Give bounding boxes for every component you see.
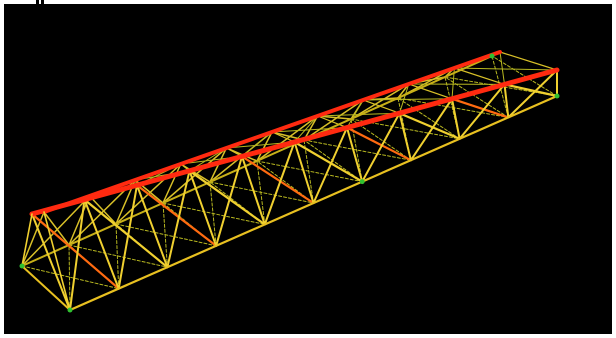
near-web-diagonal bbox=[166, 169, 191, 269]
near-web-vertical bbox=[398, 112, 412, 162]
top-strut bbox=[362, 99, 401, 114]
near-web-diagonal bbox=[458, 83, 506, 140]
end-portal-diagonal bbox=[43, 211, 71, 311]
near-web-diagonal bbox=[30, 212, 120, 290]
support-node bbox=[554, 93, 560, 99]
near-web-diagonal bbox=[117, 184, 138, 290]
support-node bbox=[359, 179, 365, 185]
top-lateral-bracing bbox=[346, 99, 364, 129]
near-web-vertical bbox=[503, 83, 510, 119]
far-web-diagonal bbox=[316, 115, 352, 120]
corner-tick bbox=[36, 0, 39, 4]
near-web-vertical bbox=[136, 184, 169, 269]
near-web-diagonal bbox=[240, 155, 315, 205]
near-web-vertical bbox=[188, 169, 218, 247]
support-node bbox=[67, 307, 73, 313]
top-strut bbox=[271, 131, 296, 143]
near-top-chord bbox=[29, 67, 560, 217]
bottom-lateral-bracing bbox=[162, 202, 266, 225]
far-web-diagonal bbox=[21, 195, 91, 267]
end-portal-top bbox=[30, 210, 46, 216]
far-bottom-chord bbox=[21, 55, 493, 267]
bottom-lateral-bracing bbox=[21, 265, 120, 290]
corner-tick bbox=[41, 0, 44, 4]
near-web-diagonal bbox=[83, 198, 169, 269]
near-web-vertical bbox=[83, 198, 120, 290]
far-web-diagonal bbox=[180, 163, 211, 183]
bottom-lateral-bracing bbox=[68, 244, 168, 268]
near-web-diagonal bbox=[507, 69, 558, 119]
near-web-diagonal bbox=[69, 198, 86, 311]
corner-mark bbox=[0, 0, 48, 6]
bottom-lateral-bracing bbox=[209, 181, 314, 204]
near-web-diagonal bbox=[135, 184, 218, 247]
floor-beam bbox=[491, 55, 558, 97]
far-web-diagonal bbox=[350, 83, 410, 120]
far-web-diagonal bbox=[43, 211, 70, 246]
end-portal-diagonal bbox=[21, 213, 33, 267]
bottom-lateral-bracing bbox=[303, 139, 412, 161]
top-lateral-bracing bbox=[362, 98, 453, 101]
support-node bbox=[19, 263, 25, 269]
support-node bbox=[489, 53, 495, 59]
bottom-lateral-bracing bbox=[115, 223, 217, 247]
near-web-diagonal bbox=[188, 169, 266, 226]
far-web-vertical bbox=[303, 115, 319, 141]
top-lateral-bracing bbox=[241, 131, 273, 157]
near-web-vertical bbox=[451, 97, 461, 140]
near-bottom-chord bbox=[68, 94, 559, 312]
top-strut bbox=[499, 51, 558, 71]
near-web-vertical bbox=[346, 126, 364, 183]
near-web-diagonal bbox=[398, 112, 461, 140]
top-lateral-bracing bbox=[271, 127, 348, 133]
near-web-diagonal bbox=[361, 112, 401, 183]
far-web-diagonal bbox=[303, 99, 364, 141]
end-portal-bottom bbox=[21, 265, 71, 311]
near-web-vertical bbox=[241, 155, 266, 226]
top-lateral-bracing bbox=[399, 83, 410, 114]
near-web-vertical bbox=[31, 213, 71, 311]
top-lateral-bracing bbox=[294, 115, 319, 143]
top-strut bbox=[317, 115, 348, 129]
truss-bridge-wireframe bbox=[19, 50, 560, 313]
far-web-vertical bbox=[162, 163, 182, 204]
top-lateral-bracing bbox=[499, 51, 505, 85]
near-web-vertical bbox=[293, 141, 315, 204]
top-strut bbox=[453, 67, 506, 86]
top-strut bbox=[408, 83, 453, 100]
far-web-diagonal bbox=[88, 195, 117, 225]
near-web-diagonal bbox=[293, 140, 364, 183]
near-web-diagonal bbox=[215, 155, 243, 247]
near-web-diagonal bbox=[345, 126, 412, 162]
floor-beam bbox=[397, 97, 461, 140]
far-web-vertical bbox=[256, 131, 273, 162]
near-web-diagonal bbox=[450, 97, 510, 119]
bottom-lateral-bracing bbox=[68, 244, 71, 311]
near-web-diagonal bbox=[409, 97, 453, 162]
far-top-chord bbox=[42, 50, 502, 214]
near-web-diagonal bbox=[263, 141, 296, 226]
near-web-diagonal bbox=[503, 83, 559, 98]
bottom-lateral-bracing bbox=[115, 223, 120, 290]
near-web-diagonal bbox=[312, 126, 348, 204]
top-lateral-bracing bbox=[453, 67, 558, 71]
bottom-lateral-bracing bbox=[256, 160, 363, 183]
model-viewport[interactable] bbox=[4, 4, 612, 334]
